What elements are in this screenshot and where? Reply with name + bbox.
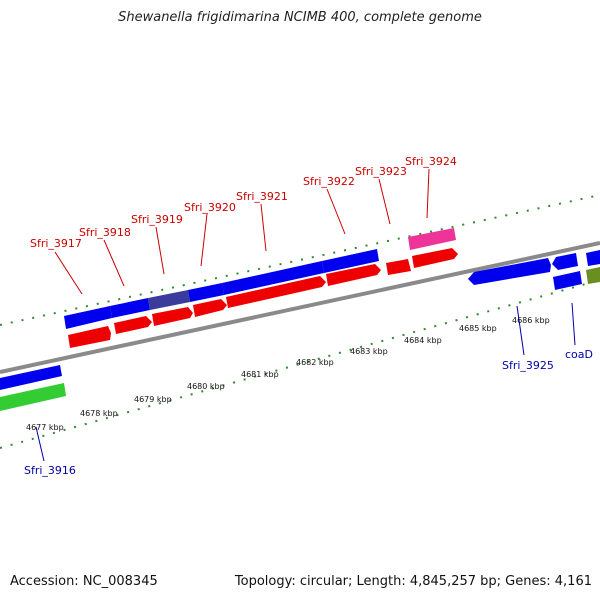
map-title: Shewanella frigidimarina NCIMB 400, comp… bbox=[118, 10, 482, 25]
gene-sfri-3922[interactable] bbox=[322, 249, 379, 273]
gene-red-2[interactable] bbox=[114, 316, 152, 334]
gene-red-6[interactable] bbox=[326, 264, 381, 286]
tick-label-4685: 4685 kbp bbox=[459, 324, 497, 333]
gene-green-left[interactable] bbox=[0, 383, 66, 411]
tick-label-4683: 4683 kbp bbox=[350, 347, 388, 356]
tick-label-4682: 4682 kbp bbox=[296, 358, 334, 367]
gene-red-3[interactable] bbox=[152, 307, 193, 326]
label-sfri-3918[interactable]: Sfri_3918 bbox=[79, 226, 131, 239]
tick-label-4681: 4681 kbp bbox=[241, 370, 279, 379]
gene-red-5[interactable] bbox=[226, 276, 326, 308]
gene-red-8[interactable] bbox=[412, 248, 458, 268]
gene-sfri-3917[interactable] bbox=[64, 306, 112, 329]
gene-coad[interactable] bbox=[553, 271, 582, 290]
tick-label-4678: 4678 kbp bbox=[80, 409, 118, 418]
accession-text: Accession: NC_008345 bbox=[10, 574, 158, 589]
gene-sfri-3919[interactable] bbox=[148, 290, 190, 310]
gene-olive-right[interactable] bbox=[586, 267, 600, 284]
label-sfri-3923[interactable]: Sfri_3923 bbox=[355, 165, 407, 178]
gene-sfri-3918[interactable] bbox=[110, 298, 150, 318]
tick-label-4686: 4686 kbp bbox=[512, 316, 550, 325]
gene-blue-right-b[interactable] bbox=[586, 250, 600, 266]
label-sfri-3920[interactable]: Sfri_3920 bbox=[184, 201, 236, 214]
label-sfri-3922[interactable]: Sfri_3922 bbox=[303, 175, 355, 188]
tick-label-4677: 4677 kbp bbox=[26, 423, 64, 432]
gene-blue-right-a[interactable] bbox=[552, 253, 578, 270]
gene-forward-left[interactable] bbox=[0, 365, 62, 390]
tick-label-4679: 4679 kbp bbox=[134, 395, 172, 404]
tick-label-4680: 4680 kbp bbox=[187, 382, 225, 391]
label-sfri-3921[interactable]: Sfri_3921 bbox=[236, 190, 288, 203]
gene-sfri-3920[interactable] bbox=[188, 283, 224, 302]
label-coad[interactable]: coaD bbox=[565, 348, 593, 361]
tick-label-4684: 4684 kbp bbox=[404, 336, 442, 345]
gene-red-4[interactable] bbox=[193, 299, 227, 317]
gene-sfri-3925[interactable] bbox=[468, 258, 551, 285]
label-sfri-3919[interactable]: Sfri_3919 bbox=[131, 213, 183, 226]
label-sfri-3924[interactable]: Sfri_3924 bbox=[405, 155, 457, 168]
label-sfri-3917[interactable]: Sfri_3917 bbox=[30, 237, 82, 250]
gene-red-1[interactable] bbox=[68, 326, 111, 348]
label-leader-lines-blue bbox=[35, 302, 576, 462]
label-sfri-3916[interactable]: Sfri_3916 bbox=[24, 464, 76, 477]
topology-text: Topology: circular; Length: 4,845,257 bp… bbox=[234, 574, 592, 589]
label-leader-lines bbox=[54, 168, 430, 295]
gene-red-7[interactable] bbox=[386, 259, 411, 275]
gene-sfri-3921[interactable] bbox=[222, 261, 324, 295]
genome-backbone bbox=[0, 241, 600, 374]
gene-sfri-3924[interactable] bbox=[408, 228, 456, 250]
label-sfri-3925[interactable]: Sfri_3925 bbox=[502, 359, 554, 372]
